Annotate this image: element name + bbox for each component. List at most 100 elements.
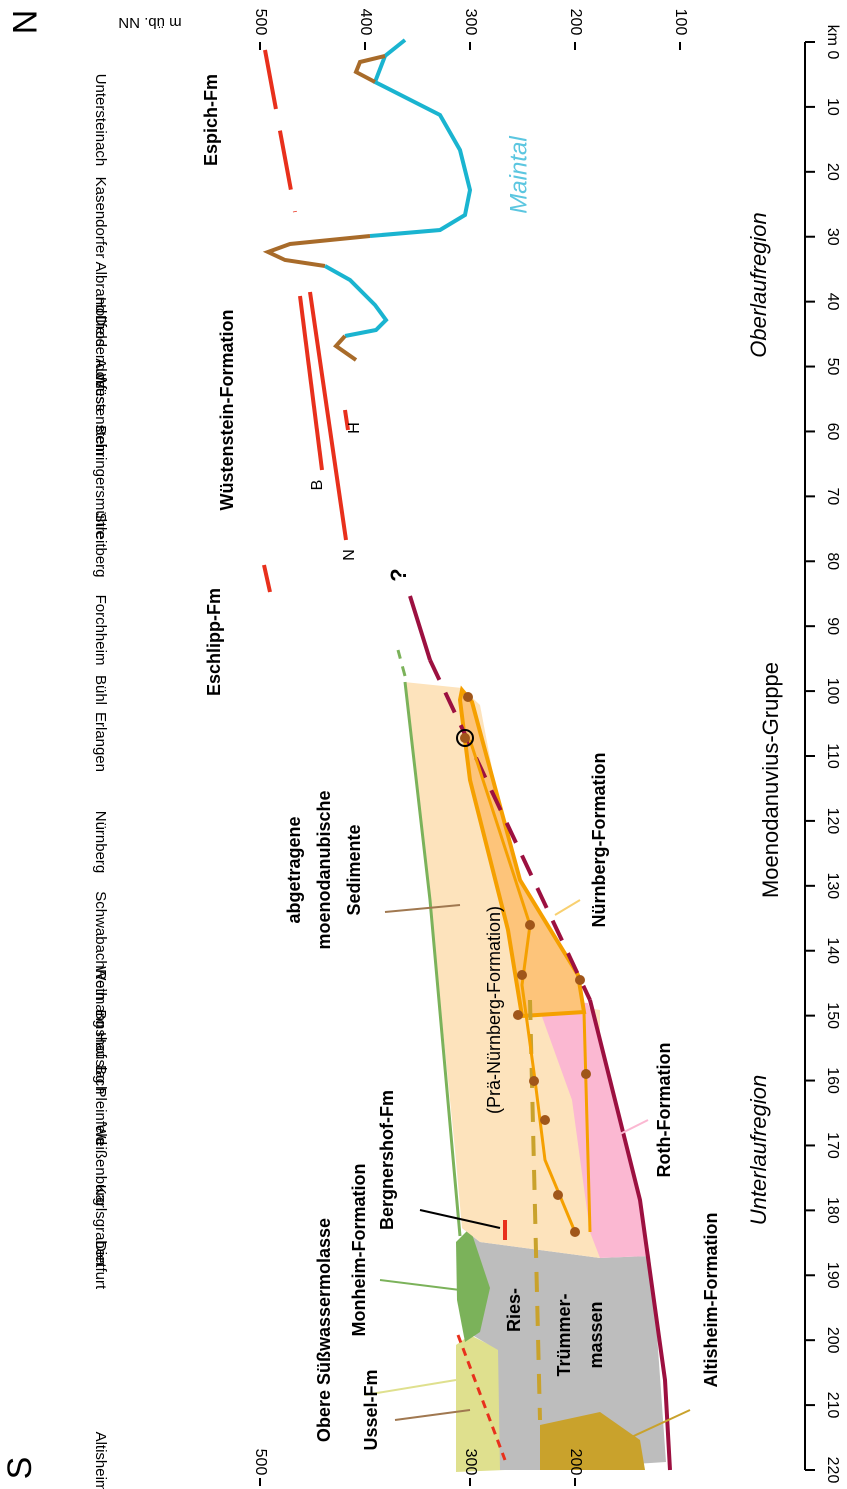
surface-dashed bbox=[396, 649, 407, 677]
south: S bbox=[1, 1457, 39, 1480]
leaders bbox=[364, 899, 691, 1441]
km-tick-label: 170 bbox=[824, 1132, 841, 1159]
elevation-tick-label: 400 bbox=[357, 9, 374, 36]
label: Unterlaufregion bbox=[746, 1075, 771, 1225]
place-name: Nürnberg bbox=[92, 811, 109, 874]
place-name: Weimannshof bbox=[92, 966, 109, 1058]
monheim-layer bbox=[456, 1228, 490, 1342]
label: Oberlaufregion bbox=[746, 212, 771, 358]
label: B bbox=[309, 480, 326, 491]
river-brown-2 bbox=[262, 234, 371, 268]
ries-layer bbox=[462, 1228, 666, 1470]
place-name: Streitberg bbox=[92, 512, 109, 577]
km-tick-label: 160 bbox=[824, 1067, 841, 1094]
label: Ries- bbox=[504, 1288, 524, 1332]
river-brown bbox=[353, 54, 386, 84]
label: moenodanubische bbox=[314, 790, 334, 949]
km-tick-label: 40 bbox=[824, 293, 841, 311]
label: N bbox=[341, 549, 358, 561]
km-tick-label: 220 bbox=[824, 1457, 841, 1484]
roth-upper bbox=[582, 1011, 592, 1233]
north: N bbox=[5, 10, 43, 35]
km-tick-label: 50 bbox=[824, 358, 841, 376]
km-tick-label: 130 bbox=[824, 872, 841, 899]
nuernberg-upper bbox=[468, 739, 577, 1233]
place-name: Erlangen bbox=[92, 712, 109, 772]
label: Ussel-Fm bbox=[361, 1369, 381, 1450]
place-name: Bg Hauslach bbox=[92, 1009, 109, 1094]
elevation-tick-label: 500 bbox=[252, 9, 269, 36]
label: Sedimente bbox=[344, 824, 364, 915]
label: Trümmer- bbox=[554, 1293, 574, 1376]
base-line bbox=[588, 999, 672, 1471]
altisheim-layer bbox=[540, 1412, 645, 1470]
label: H bbox=[346, 422, 363, 434]
elevation-tick-label: 300 bbox=[462, 9, 479, 36]
label: Moenodanuvius-Gruppe bbox=[758, 662, 783, 898]
label: (Prä-Nürnberg-Formation) bbox=[484, 906, 504, 1114]
label: Roth-Formation bbox=[654, 1043, 674, 1178]
pre-nuernberg-layer bbox=[404, 682, 600, 1258]
label: abgetragene bbox=[284, 816, 304, 923]
elevation-tick-label: 300 bbox=[462, 1449, 479, 1476]
espich-line bbox=[263, 49, 297, 213]
label: ? bbox=[386, 568, 411, 581]
place-name: Aufsess bbox=[92, 358, 109, 411]
place-name: Hollfeld bbox=[92, 297, 109, 347]
roth-layer bbox=[536, 1000, 650, 1258]
place-name: Forchheim bbox=[92, 595, 109, 666]
place-name: Wüstenstein bbox=[92, 374, 109, 457]
elevation-tick-label: 200 bbox=[567, 1449, 584, 1476]
place-name: Schwabach bbox=[92, 891, 109, 969]
elevation-tick-label: 500 bbox=[252, 1449, 269, 1476]
river-blue bbox=[369, 38, 473, 238]
samples bbox=[456, 692, 591, 1237]
label: Altisheim-Formation bbox=[701, 1212, 721, 1387]
km-tick-label: 100 bbox=[824, 678, 841, 705]
eschlipp-line bbox=[262, 564, 272, 593]
label: Monheim-Formation bbox=[349, 1164, 369, 1337]
km-tick-label: 110 bbox=[824, 743, 841, 769]
label: Nürnberg-Formation bbox=[589, 753, 609, 928]
label: Bergnershof-Fm bbox=[377, 1090, 397, 1230]
ries-dashed bbox=[528, 999, 542, 1421]
km-tick-label: 120 bbox=[824, 808, 841, 835]
label: Wüstenstein-Formation bbox=[217, 310, 237, 511]
label: Espich-Fm bbox=[201, 74, 221, 166]
place-name: Behringersmühle bbox=[92, 425, 109, 538]
h-line bbox=[343, 409, 350, 431]
surface-line bbox=[403, 681, 462, 1237]
place-name: Weißenburg bbox=[92, 1124, 109, 1205]
b-line bbox=[298, 295, 324, 471]
km-tick-label: 210 bbox=[824, 1392, 841, 1419]
axes: km 0 10 20 30 40 50 60 70 80 90 100 110 120 130 140 150… bbox=[252, 9, 841, 1486]
km-tick-label: 10 bbox=[824, 98, 841, 116]
place-name: Dietfurt bbox=[92, 1241, 109, 1290]
strata bbox=[262, 38, 691, 1472]
elevation-unit: m üb. NN bbox=[118, 14, 181, 31]
place-name: Untersteinach bbox=[92, 74, 109, 167]
place-name: Drosendorf bbox=[92, 315, 109, 390]
km-tick-label: 70 bbox=[824, 487, 841, 505]
place-name: Roth bbox=[92, 969, 109, 1001]
km-tick-label: 20 bbox=[824, 163, 841, 181]
place-name: Altisheim bbox=[92, 1432, 109, 1489]
elevation-tick-label: 100 bbox=[672, 9, 689, 36]
km-tick-label: 180 bbox=[824, 1197, 841, 1224]
km-tick-label: 90 bbox=[824, 617, 841, 635]
km-tick-label: 150 bbox=[824, 1002, 841, 1029]
km-tick-label: 200 bbox=[824, 1327, 841, 1354]
place-name: Bühl bbox=[92, 675, 109, 705]
river-brown-3 bbox=[333, 334, 358, 362]
place-name: Karlsgraben bbox=[92, 1185, 109, 1266]
km-tick-label: km 0 bbox=[824, 25, 841, 60]
label: massen bbox=[586, 1301, 606, 1368]
km-tick-label: 190 bbox=[824, 1262, 841, 1289]
label: Obere Süßwassermolasse bbox=[314, 1218, 334, 1442]
km-tick-label: 30 bbox=[824, 228, 841, 246]
km-tick-label: 60 bbox=[824, 423, 841, 441]
elevation-tick-label: 200 bbox=[567, 9, 584, 36]
n-line bbox=[308, 291, 348, 541]
km-tick-label: 140 bbox=[824, 937, 841, 964]
